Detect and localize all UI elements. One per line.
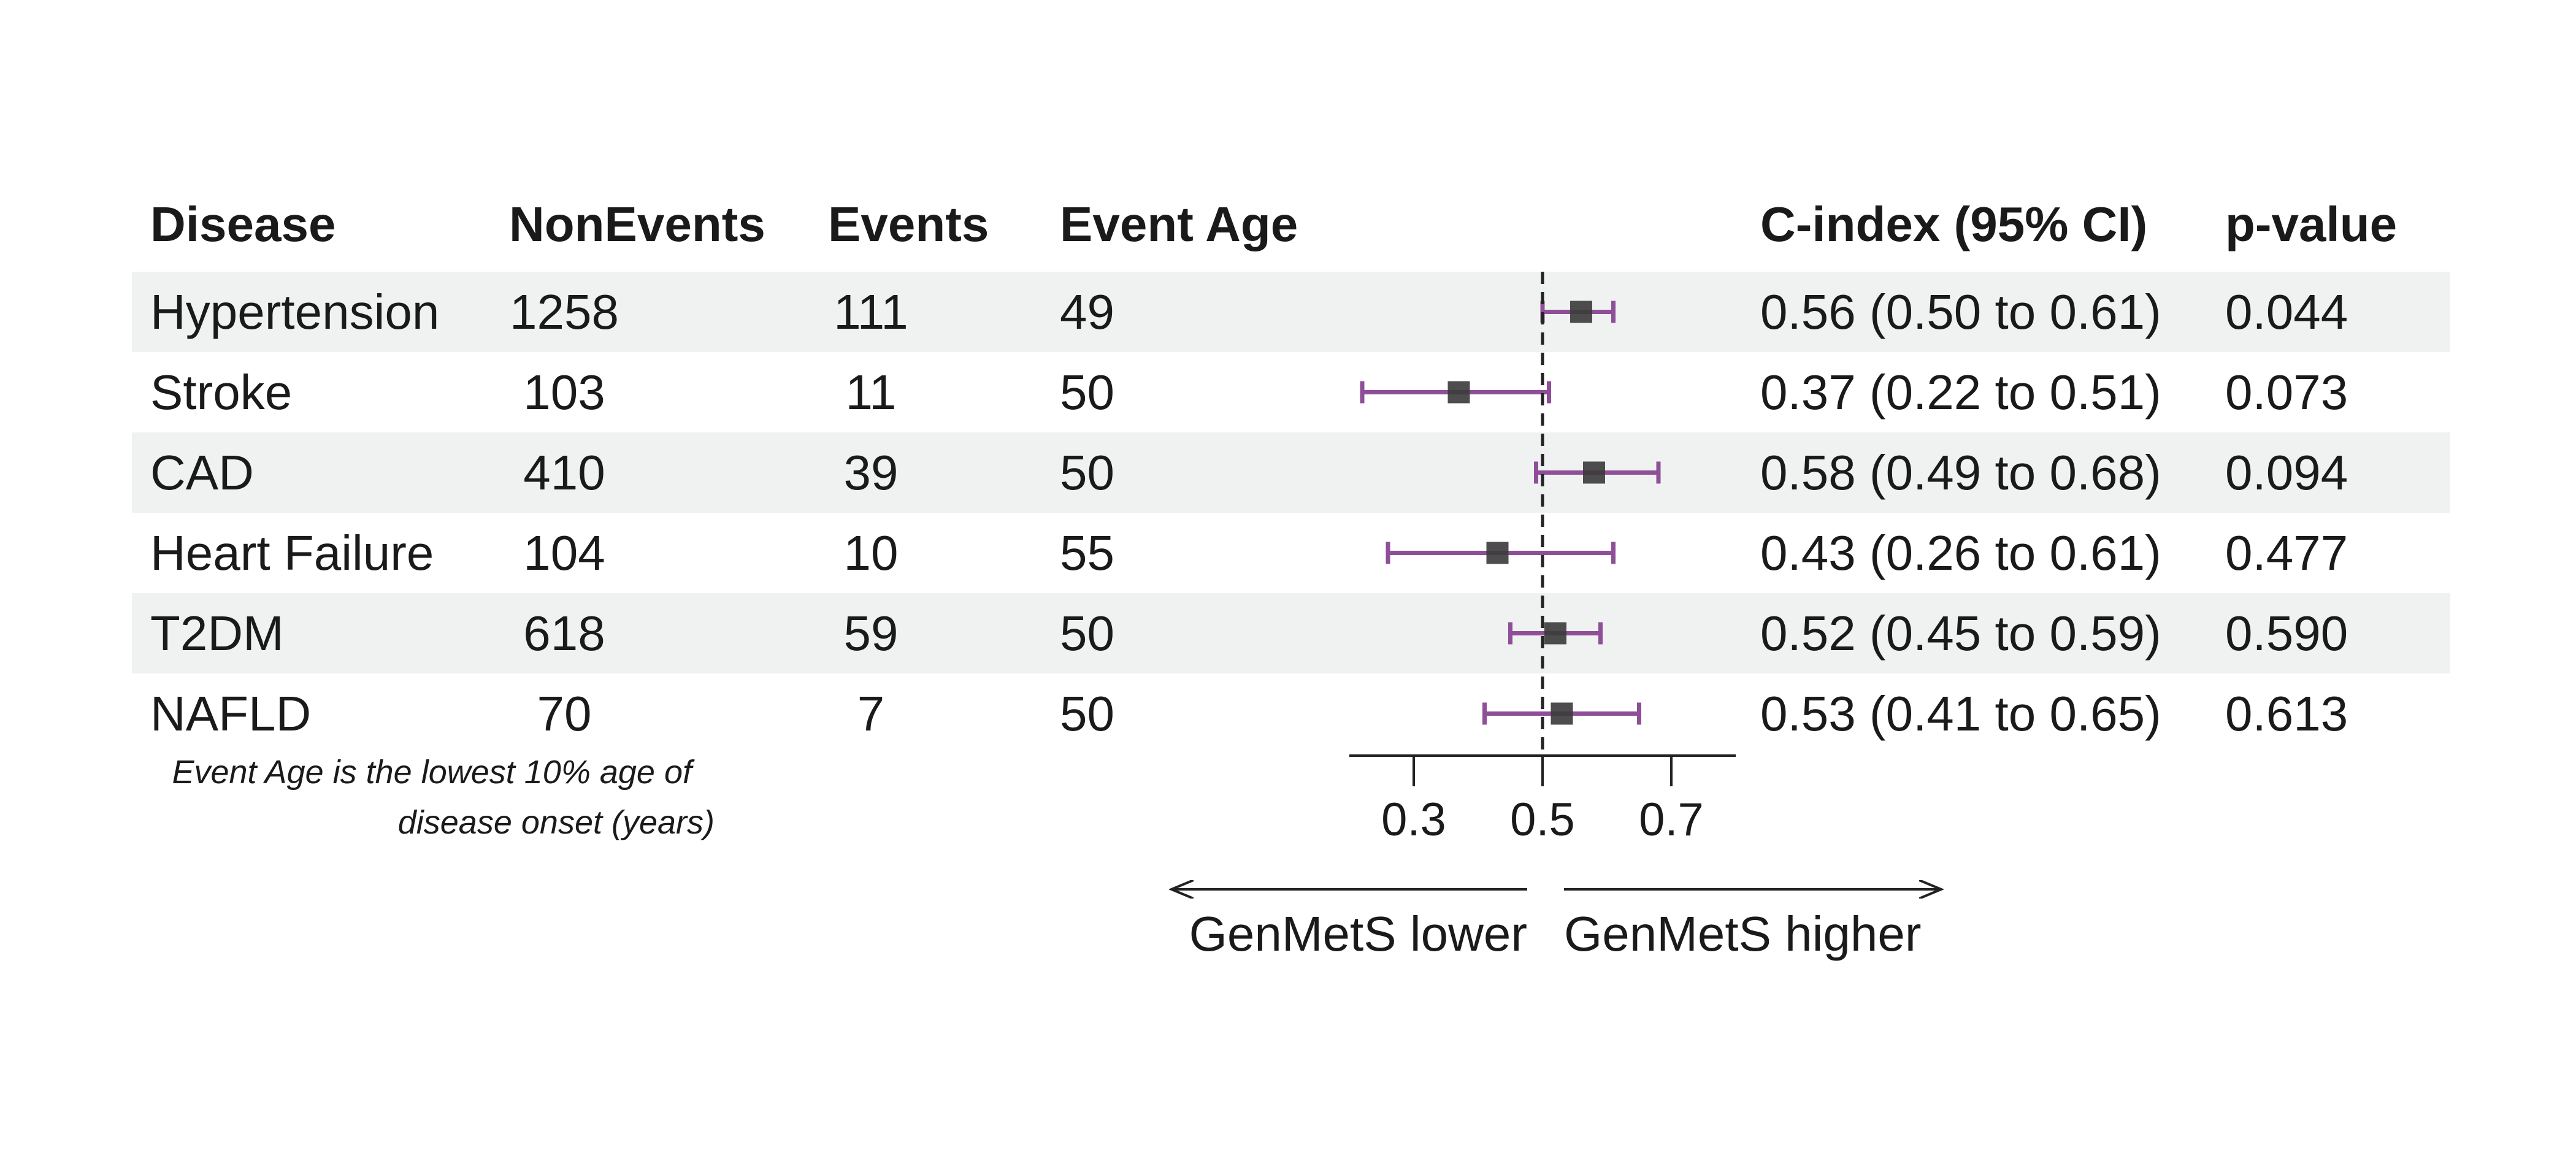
pvalue-value: 0.477	[2225, 526, 2348, 580]
disease-name: CAD	[150, 445, 254, 500]
nonevents-value: 70	[537, 686, 592, 741]
events-value: 10	[843, 526, 899, 580]
pvalue-value: 0.073	[2225, 365, 2348, 420]
disease-name: NAFLD	[150, 686, 312, 741]
arrow-right-label: GenMetS higher	[1564, 907, 1922, 961]
event-age-value: 50	[1060, 365, 1114, 420]
row-background	[132, 272, 2450, 352]
cindex-value: 0.56 (0.50 to 0.61)	[1760, 285, 2161, 339]
header-disease: Disease	[150, 197, 336, 251]
disease-name: Stroke	[150, 365, 293, 420]
point-estimate	[1447, 381, 1470, 404]
x-tick-label: 0.5	[1510, 794, 1575, 846]
events-value: 11	[845, 365, 897, 420]
footnote-line-1: Event Age is the lowest 10% age of	[172, 754, 692, 791]
pvalue-value: 0.590	[2225, 606, 2348, 661]
nonevents-value: 1258	[510, 285, 619, 339]
footnote-line-2: disease onset (years)	[397, 804, 715, 841]
events-value: 111	[834, 285, 908, 339]
cindex-value: 0.37 (0.22 to 0.51)	[1760, 365, 2161, 420]
nonevents-value: 104	[523, 526, 605, 580]
point-estimate	[1486, 542, 1509, 564]
nonevents-value: 410	[523, 445, 605, 500]
nonevents-value: 103	[523, 365, 605, 420]
point-estimate	[1570, 301, 1592, 323]
point-estimate	[1544, 622, 1566, 645]
pvalue-value: 0.094	[2225, 445, 2348, 500]
header-events: Events	[828, 197, 989, 251]
cindex-value: 0.53 (0.41 to 0.65)	[1760, 686, 2161, 741]
events-value: 59	[843, 606, 899, 661]
disease-name: Heart Failure	[150, 526, 434, 580]
event-age-value: 50	[1060, 686, 1114, 741]
row-background	[132, 593, 2450, 673]
event-age-value: 50	[1060, 445, 1114, 500]
pvalue-value: 0.044	[2225, 285, 2348, 339]
header-event-age: Event Age	[1060, 197, 1298, 251]
nonevents-value: 618	[523, 606, 605, 661]
header-cindex: C-index (95% CI)	[1760, 197, 2148, 251]
row-background	[132, 432, 2450, 513]
disease-name: T2DM	[150, 606, 284, 661]
point-estimate	[1551, 702, 1573, 725]
event-age-value: 55	[1060, 526, 1114, 580]
events-value: 39	[843, 445, 899, 500]
cindex-value: 0.58 (0.49 to 0.68)	[1760, 445, 2161, 500]
disease-name: Hypertension	[150, 285, 440, 339]
x-tick-label: 0.3	[1381, 794, 1446, 846]
header-nonevents: NonEvents	[509, 197, 765, 251]
x-tick-label: 0.7	[1639, 794, 1704, 846]
cindex-value: 0.52 (0.45 to 0.59)	[1760, 606, 2161, 661]
events-value: 7	[857, 686, 885, 741]
event-age-value: 50	[1060, 606, 1114, 661]
event-age-value: 49	[1060, 285, 1114, 339]
pvalue-value: 0.613	[2225, 686, 2348, 741]
arrow-left-label: GenMetS lower	[1189, 907, 1527, 961]
point-estimate	[1583, 461, 1605, 484]
cindex-value: 0.43 (0.26 to 0.61)	[1760, 526, 2161, 580]
header-pvalue: p-value	[2225, 197, 2398, 251]
